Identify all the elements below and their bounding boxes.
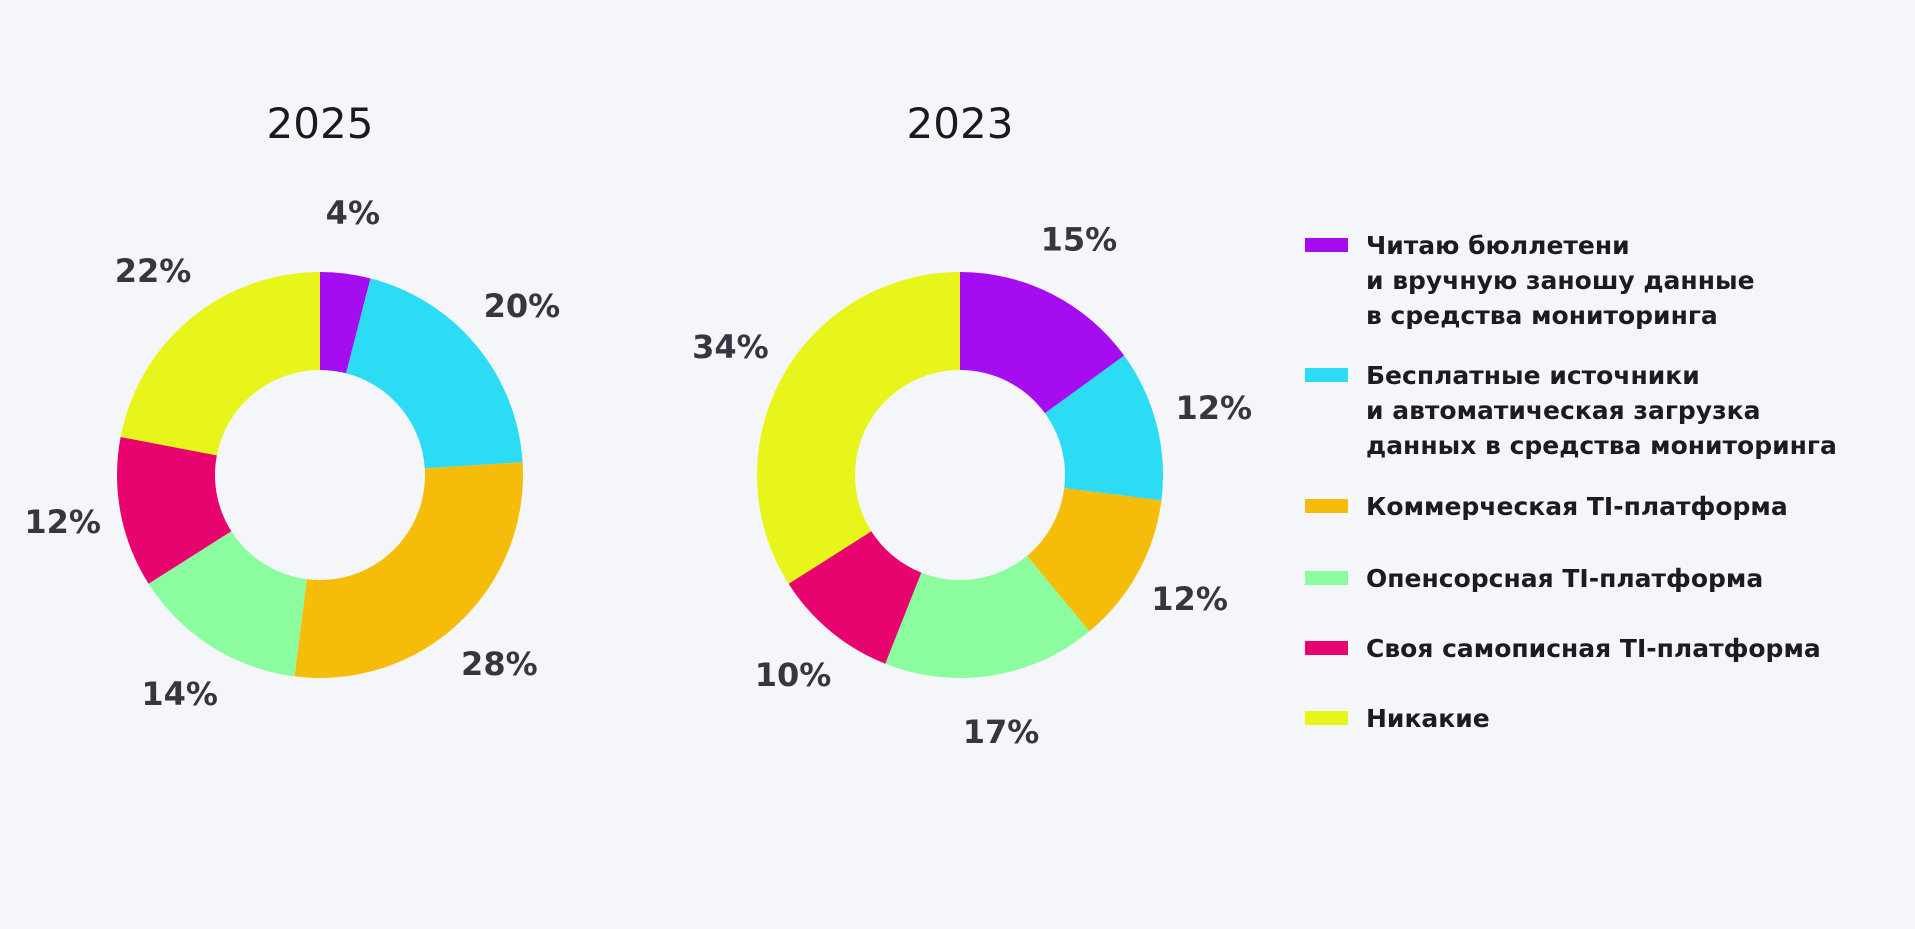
legend-label: Никакие (1366, 704, 1490, 733)
donut-slice (757, 272, 960, 584)
donut-slice (120, 272, 320, 456)
legend-swatch (1305, 368, 1348, 382)
legend-item: Читаю бюллетени и вручную заношу данные … (1305, 228, 1755, 333)
legend-item: Опенсорсная TI-платформа (1305, 561, 1763, 596)
value-label: 12% (1175, 389, 1252, 427)
donut-slice (148, 531, 307, 677)
legend-label: Читаю бюллетени и вручную заношу данные … (1366, 231, 1755, 330)
legend-label: Опенсорсная TI-платформа (1366, 564, 1764, 593)
value-label: 20% (484, 287, 561, 325)
donut-slice (960, 272, 1125, 414)
legend-item: Бесплатные источники и автоматическая за… (1305, 358, 1837, 463)
donut-slice (320, 272, 371, 374)
legend-swatch (1305, 641, 1348, 655)
donut-slice (788, 531, 922, 664)
legend-item: Коммерческая TI-платформа (1305, 489, 1788, 524)
legend-swatch (1305, 238, 1348, 252)
legend-swatch (1305, 571, 1348, 585)
value-label: 14% (141, 675, 218, 713)
legend-label: Своя самописная TI-платформа (1366, 634, 1821, 663)
value-label: 15% (1041, 221, 1118, 259)
donut-slice (116, 436, 232, 584)
legend-swatch (1305, 711, 1348, 725)
donut-slice (294, 462, 523, 679)
donut-slice (1026, 488, 1162, 632)
value-label: 22% (115, 252, 192, 290)
value-label: 28% (461, 645, 538, 683)
legend-label: Бесплатные источники и автоматическая за… (1366, 361, 1837, 460)
chart-title: 2025 (267, 99, 374, 148)
value-label: 10% (755, 656, 832, 694)
donut-slice (346, 278, 523, 469)
donut-slice (885, 555, 1090, 679)
value-label: 4% (326, 194, 380, 232)
legend-item: Своя самописная TI-платформа (1305, 631, 1821, 666)
legend-item: Никакие (1305, 701, 1490, 736)
value-label: 34% (692, 328, 769, 366)
legend-swatch (1305, 499, 1348, 513)
legend-label: Коммерческая TI-платформа (1366, 492, 1788, 521)
value-label: 12% (1151, 580, 1228, 618)
value-label: 17% (963, 713, 1040, 751)
value-label: 12% (24, 503, 101, 541)
donut-slice (1044, 355, 1163, 501)
chart-title: 2023 (907, 99, 1014, 148)
